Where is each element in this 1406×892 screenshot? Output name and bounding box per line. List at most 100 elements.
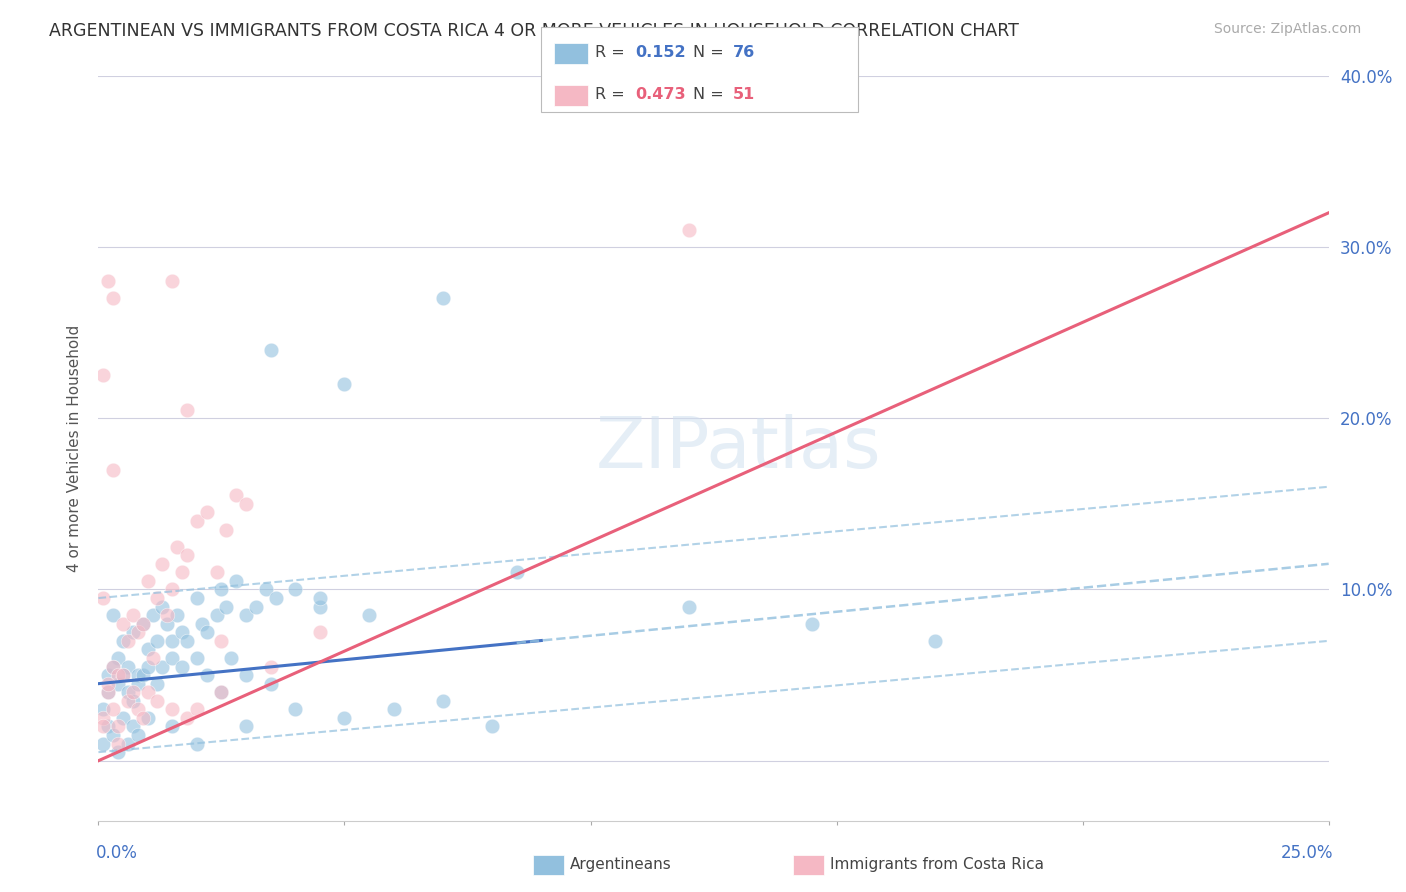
- Text: 0.473: 0.473: [636, 87, 686, 102]
- Point: [162, 633, 183, 648]
- Point: [186, 514, 208, 528]
- Point: [112, 711, 135, 725]
- Point: [678, 599, 700, 614]
- Point: [136, 659, 159, 673]
- Point: [195, 625, 218, 640]
- Point: [103, 292, 125, 306]
- Point: [235, 668, 257, 682]
- Point: [122, 625, 145, 640]
- Point: [162, 651, 183, 665]
- Point: [117, 694, 139, 708]
- Point: [146, 633, 169, 648]
- Point: [93, 711, 115, 725]
- Point: [162, 719, 183, 733]
- Point: [359, 608, 381, 623]
- Point: [162, 582, 183, 597]
- Point: [382, 702, 405, 716]
- Point: [132, 711, 155, 725]
- Point: [136, 642, 159, 657]
- Text: Immigrants from Costa Rica: Immigrants from Costa Rica: [830, 857, 1043, 871]
- Point: [93, 368, 115, 383]
- Point: [205, 566, 228, 580]
- Point: [215, 599, 238, 614]
- Point: [122, 694, 145, 708]
- Point: [432, 694, 454, 708]
- Point: [211, 582, 233, 597]
- Point: [136, 685, 159, 699]
- Point: [235, 719, 257, 733]
- Point: [432, 292, 454, 306]
- Point: [172, 566, 194, 580]
- Point: [136, 574, 159, 588]
- Text: N =: N =: [693, 87, 730, 102]
- Point: [260, 676, 283, 690]
- Point: [260, 343, 283, 357]
- Point: [93, 591, 115, 605]
- Point: [186, 702, 208, 716]
- Point: [162, 702, 183, 716]
- Point: [97, 719, 120, 733]
- Point: [103, 659, 125, 673]
- Point: [112, 633, 135, 648]
- Point: [127, 625, 149, 640]
- Point: [211, 685, 233, 699]
- Point: [506, 566, 529, 580]
- Point: [309, 591, 332, 605]
- Point: [103, 659, 125, 673]
- Point: [162, 274, 183, 288]
- Point: [186, 651, 208, 665]
- Point: [924, 633, 946, 648]
- Point: [211, 633, 233, 648]
- Point: [107, 745, 129, 759]
- Point: [225, 574, 247, 588]
- Point: [122, 685, 145, 699]
- Point: [132, 668, 155, 682]
- Text: Argentineans: Argentineans: [569, 857, 671, 871]
- Point: [107, 668, 129, 682]
- Point: [97, 685, 120, 699]
- Point: [166, 540, 188, 554]
- Point: [309, 625, 332, 640]
- Text: ZIPatlas: ZIPatlas: [595, 414, 882, 483]
- Point: [103, 702, 125, 716]
- Text: 0.0%: 0.0%: [96, 844, 138, 862]
- Point: [176, 548, 198, 562]
- Point: [107, 719, 129, 733]
- Point: [235, 608, 257, 623]
- Point: [176, 633, 198, 648]
- Point: [215, 523, 238, 537]
- Point: [195, 505, 218, 519]
- Point: [117, 685, 139, 699]
- Text: 51: 51: [733, 87, 755, 102]
- Point: [186, 591, 208, 605]
- Text: 25.0%: 25.0%: [1281, 844, 1333, 862]
- Point: [132, 616, 155, 631]
- Point: [97, 668, 120, 682]
- Point: [97, 274, 120, 288]
- Point: [127, 702, 149, 716]
- Text: 76: 76: [733, 45, 755, 60]
- Text: R =: R =: [595, 87, 630, 102]
- Point: [107, 651, 129, 665]
- Point: [245, 599, 267, 614]
- Point: [146, 694, 169, 708]
- Point: [333, 377, 356, 392]
- Point: [225, 488, 247, 502]
- Point: [172, 625, 194, 640]
- Text: 0.152: 0.152: [636, 45, 686, 60]
- Point: [221, 651, 243, 665]
- Point: [264, 591, 287, 605]
- Point: [191, 616, 214, 631]
- Text: Source: ZipAtlas.com: Source: ZipAtlas.com: [1213, 22, 1361, 37]
- Point: [176, 402, 198, 417]
- Point: [103, 728, 125, 742]
- Point: [333, 711, 356, 725]
- Point: [211, 685, 233, 699]
- Point: [93, 737, 115, 751]
- Point: [235, 497, 257, 511]
- Point: [122, 719, 145, 733]
- Point: [136, 711, 159, 725]
- Point: [117, 737, 139, 751]
- Point: [93, 719, 115, 733]
- Point: [481, 719, 503, 733]
